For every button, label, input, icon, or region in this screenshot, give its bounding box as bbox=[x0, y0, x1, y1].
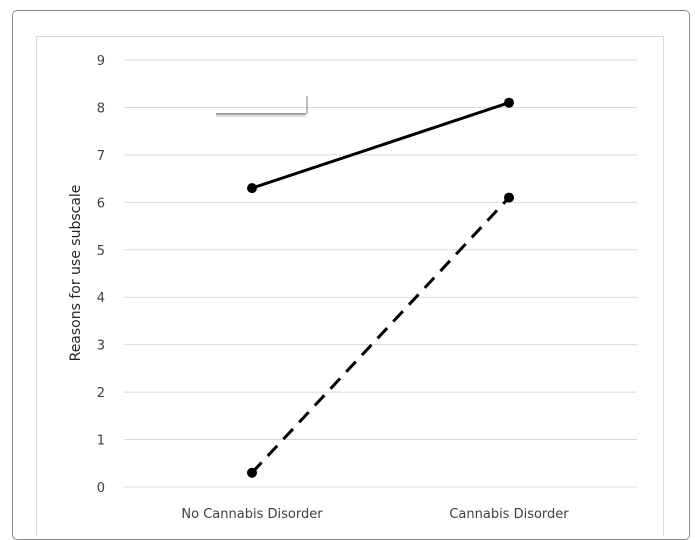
y-tick-label-6: 6 bbox=[97, 196, 105, 211]
y-tick-labels: 0 1 2 3 4 5 6 7 8 9 bbox=[97, 54, 105, 496]
x-category-label-0: No Cannabis Disorder bbox=[181, 507, 323, 522]
y-tick-label-8: 8 bbox=[97, 101, 105, 116]
y-tick-label-3: 3 bbox=[97, 339, 105, 354]
y-tick-label-9: 9 bbox=[97, 54, 105, 69]
legend-fragment bbox=[216, 96, 308, 117]
series-1-line bbox=[250, 196, 511, 474]
x-category-label-1: Cannabis Disorder bbox=[449, 507, 569, 522]
series-0 bbox=[247, 97, 514, 194]
x-category-labels: No Cannabis Disorder Cannabis Disorder bbox=[181, 507, 569, 522]
y-tick-label-5: 5 bbox=[97, 244, 105, 259]
y-axis-title: Reasons for use subscale bbox=[68, 185, 84, 362]
series-0-point-0 bbox=[247, 183, 257, 194]
y-tick-label-4: 4 bbox=[97, 291, 105, 306]
chart-frame bbox=[12, 10, 690, 540]
series-1-point-0 bbox=[247, 467, 257, 478]
gridlines bbox=[124, 59, 637, 488]
y-tick-label-2: 2 bbox=[97, 386, 105, 401]
series-1-point-1 bbox=[504, 192, 514, 203]
y-tick-label-7: 7 bbox=[97, 149, 105, 164]
series-0-point-1 bbox=[504, 97, 514, 108]
y-tick-label-1: 1 bbox=[97, 434, 105, 449]
series-1 bbox=[247, 192, 514, 478]
series-0-line bbox=[251, 101, 510, 190]
plot-area-border bbox=[36, 36, 664, 536]
series-layer bbox=[247, 97, 514, 478]
y-tick-label-0: 0 bbox=[97, 481, 105, 496]
